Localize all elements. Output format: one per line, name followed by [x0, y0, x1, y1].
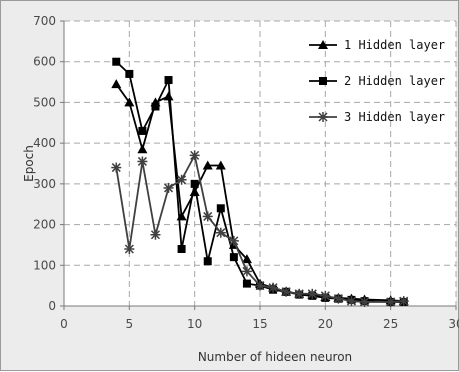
x-axis-title: Number of hideen neuron [198, 350, 352, 364]
y-axis-title: Epoch [22, 145, 36, 182]
series-3 [111, 150, 409, 307]
y-tick-label: 300 [33, 177, 56, 191]
series-3-point [294, 288, 305, 299]
series-2-point [203, 257, 212, 266]
series-2-point [229, 253, 238, 262]
series-2-point [112, 57, 121, 66]
y-tick-label: 700 [33, 14, 56, 28]
series-1-point [163, 91, 174, 101]
series-1-point [111, 79, 122, 89]
series-3-point [385, 296, 396, 307]
y-tick-label: 500 [33, 95, 56, 109]
x-tick-label: 10 [187, 317, 202, 331]
series-2-point [190, 179, 199, 188]
legend-label: 1 Hidden layer [344, 38, 445, 52]
series-1-point [137, 144, 148, 154]
x-tick-label: 0 [60, 317, 68, 331]
x-tick-label: 20 [318, 317, 333, 331]
series-3-point [398, 296, 409, 307]
legend-label: 3 Hidden layer [344, 110, 445, 124]
series-2-point [151, 102, 160, 111]
series-3-line [115, 152, 404, 303]
x-tick-label: 30 [448, 317, 459, 331]
legend-marker [318, 40, 328, 49]
series-2-point [138, 126, 147, 135]
series-1-point [241, 254, 252, 264]
series-3-point [228, 235, 239, 246]
legend-marker [319, 77, 327, 85]
series-3-point [333, 293, 344, 304]
series-2-point [164, 76, 173, 85]
series-3-point [268, 282, 279, 293]
series-1-point [215, 160, 226, 170]
series-2-point [125, 69, 134, 78]
series-3-point [176, 174, 187, 185]
series-2-point [177, 245, 186, 253]
series-3-point [215, 227, 226, 238]
series-3-point [189, 150, 200, 161]
series-3-point [346, 296, 357, 307]
series-3-point [137, 156, 148, 167]
series-1-point [202, 160, 213, 170]
series-3-point [124, 244, 135, 254]
series-3-point [320, 290, 331, 301]
series-1-point [124, 97, 135, 107]
y-tick-label: 400 [33, 136, 56, 150]
series-3-point [150, 229, 161, 240]
series-3-point [111, 162, 122, 173]
series-3-point [255, 280, 265, 291]
legend: 1 Hidden layer 2 Hidden layer 3 Hidden lay… [309, 38, 445, 124]
x-tick-label: 25 [383, 317, 398, 331]
x-tick-label: 15 [252, 317, 267, 331]
y-tick-label: 600 [33, 55, 56, 69]
y-tick-label: 0 [48, 299, 56, 313]
legend-label: 2 Hidden layer [344, 74, 445, 88]
series-3-point [281, 286, 292, 297]
series-3-point [163, 182, 174, 193]
series-3-point [202, 211, 213, 222]
series-3-point [359, 296, 370, 307]
series-2-point [216, 204, 225, 213]
legend-marker [318, 112, 328, 122]
series-2-point [242, 279, 251, 288]
series-3-point [241, 266, 252, 277]
x-tick-label: 5 [126, 317, 134, 331]
y-tick-label: 100 [33, 258, 56, 272]
y-tick-label: 200 [33, 218, 56, 232]
series-3-point [307, 288, 318, 299]
series-1-line [115, 83, 404, 303]
